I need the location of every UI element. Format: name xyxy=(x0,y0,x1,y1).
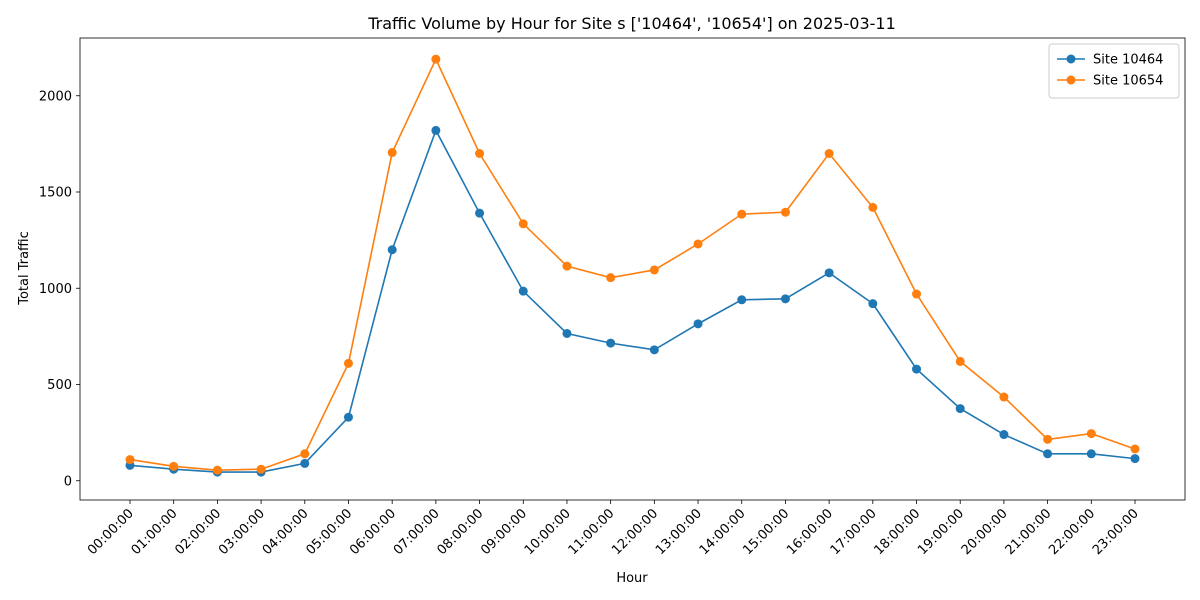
data-point xyxy=(693,319,703,329)
data-point xyxy=(256,464,266,474)
legend-box xyxy=(1048,43,1180,99)
data-point xyxy=(824,149,834,158)
data-point xyxy=(475,149,485,158)
data-point xyxy=(343,412,353,422)
chart-title: Traffic Volume by Hour for Site s ['1046… xyxy=(367,14,896,33)
data-point xyxy=(649,265,659,275)
data-point xyxy=(518,219,528,229)
data-point xyxy=(1086,429,1096,439)
series-line-0 xyxy=(129,128,1136,473)
data-point xyxy=(912,289,922,299)
data-point xyxy=(169,461,179,471)
data-point xyxy=(606,273,616,283)
data-point xyxy=(780,294,790,304)
data-point xyxy=(606,338,616,348)
data-point xyxy=(387,245,397,255)
data-point xyxy=(955,356,965,366)
data-point xyxy=(300,449,310,459)
data-point xyxy=(431,125,441,135)
x-axis-label: Hour xyxy=(616,571,648,586)
data-point xyxy=(1086,449,1096,459)
data-point xyxy=(780,207,790,217)
data-point xyxy=(387,148,397,158)
legend-entry: Site 10464 xyxy=(1093,53,1163,68)
data-point xyxy=(999,392,1009,402)
data-point xyxy=(1130,444,1140,454)
legend-marker xyxy=(1066,54,1076,64)
plot-frame xyxy=(79,37,1186,501)
data-point xyxy=(1043,434,1053,444)
legend-entry: Site 10654 xyxy=(1093,74,1163,89)
data-point xyxy=(562,261,572,271)
y-tick-label: 0 xyxy=(64,474,72,489)
data-point xyxy=(300,458,310,468)
series-line-1 xyxy=(129,57,1136,471)
data-point xyxy=(912,364,922,374)
data-point xyxy=(125,455,135,465)
data-point xyxy=(649,345,659,355)
data-point xyxy=(1130,454,1140,464)
data-point xyxy=(518,286,528,296)
legend: Site 10464 Site 10654 xyxy=(1048,43,1180,99)
data-point xyxy=(212,465,222,475)
data-point xyxy=(737,209,747,219)
data-point xyxy=(868,299,878,309)
data-point xyxy=(562,328,572,338)
data-point xyxy=(693,239,703,249)
data-point xyxy=(999,430,1009,440)
y-axis-label: Total Traffic xyxy=(17,231,32,306)
y-tick-label: 1000 xyxy=(39,282,72,297)
y-tick-label: 1500 xyxy=(39,186,72,201)
data-point xyxy=(475,208,485,218)
data-point xyxy=(868,202,878,212)
y-tick-label: 2000 xyxy=(39,89,72,104)
data-point xyxy=(737,295,747,305)
data-point xyxy=(1043,449,1053,459)
data-point xyxy=(824,268,834,278)
y-tick-label: 500 xyxy=(47,378,72,393)
data-point xyxy=(343,358,353,368)
data-point xyxy=(955,404,965,414)
data-point xyxy=(431,54,441,64)
legend-marker xyxy=(1066,75,1076,85)
